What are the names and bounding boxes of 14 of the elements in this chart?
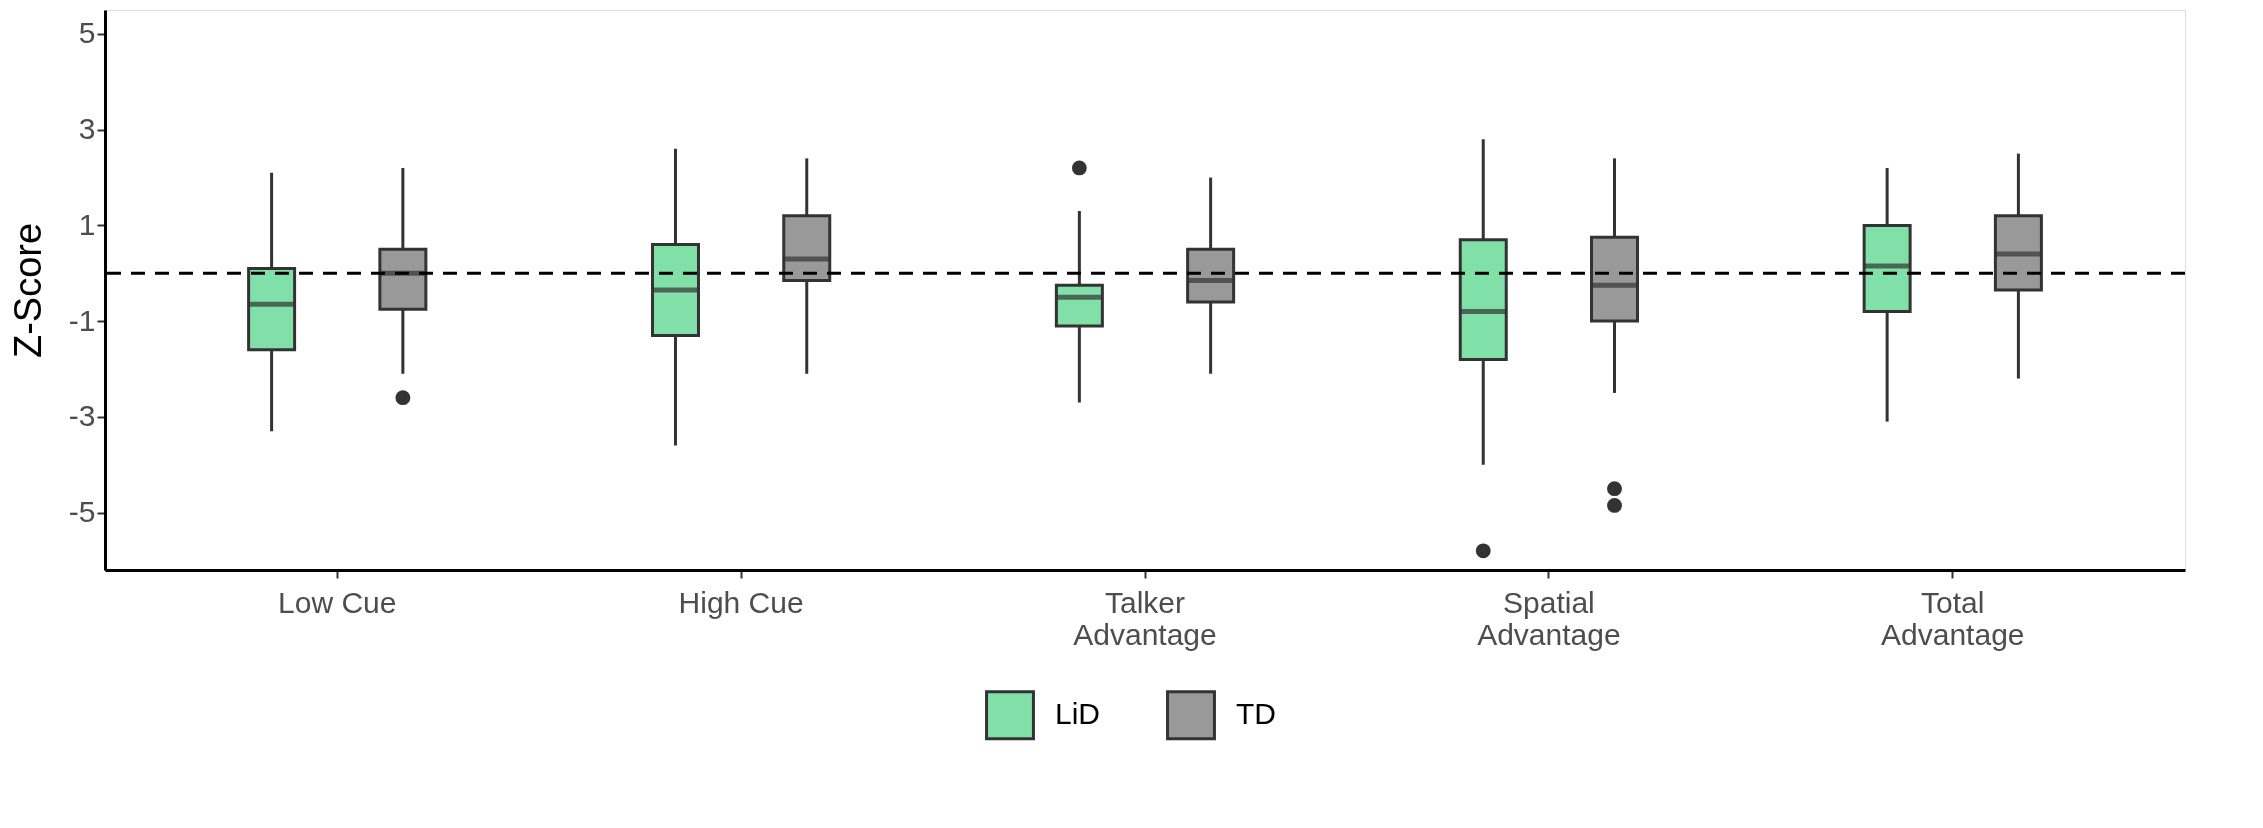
y-tick-label: -5 bbox=[68, 495, 96, 529]
y-axis-title: Z-Score bbox=[6, 222, 49, 359]
y-tick-label: -3 bbox=[68, 399, 96, 433]
y-tick-label: 3 bbox=[78, 112, 96, 146]
x-tick-label: Spatial Advantage bbox=[1477, 585, 1621, 651]
legend-label: TD bbox=[1236, 697, 1276, 731]
x-tick-label: High Cue bbox=[678, 585, 804, 619]
x-tick-label: Talker Advantage bbox=[1073, 585, 1217, 651]
x-tick-label: Low Cue bbox=[278, 585, 397, 619]
y-tick-label: 5 bbox=[78, 16, 96, 50]
x-tick-label: Total Advantage bbox=[1881, 585, 2025, 651]
legend-label: LiD bbox=[1055, 697, 1101, 731]
y-tick-label: 1 bbox=[78, 207, 96, 241]
y-tick-label: -1 bbox=[68, 303, 96, 337]
